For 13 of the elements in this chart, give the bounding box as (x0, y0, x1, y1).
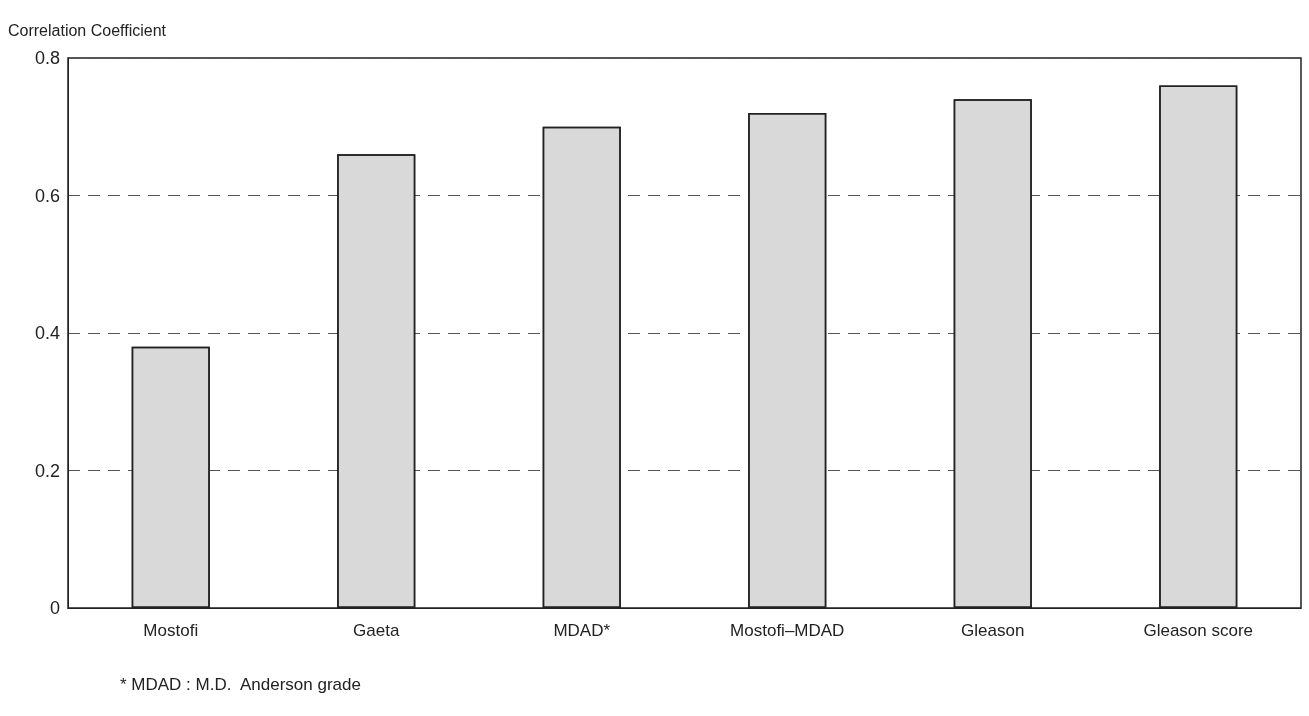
y-axis-title: Correlation Coefficient (8, 21, 167, 39)
y-tick-label: 0.4 (34, 323, 60, 343)
x-tick-label: Gleason score (1143, 621, 1254, 640)
x-tick-label: Mostofi–MDAD (730, 621, 845, 640)
y-tick-label: 0.2 (34, 460, 60, 481)
x-tick-label: Gleason (961, 621, 1025, 640)
text: * MDAD : M.D. Anderson grade (120, 675, 361, 694)
y-tick-label: 0.6 (34, 185, 60, 206)
x-tick-label: Gaeta (353, 621, 400, 640)
y-tick-label: 0 (49, 598, 60, 618)
x-tick-label: MDAD* (553, 621, 611, 640)
y-tick-label: 0.8 (34, 48, 60, 68)
x-tick-label: Mostofi (143, 621, 199, 640)
